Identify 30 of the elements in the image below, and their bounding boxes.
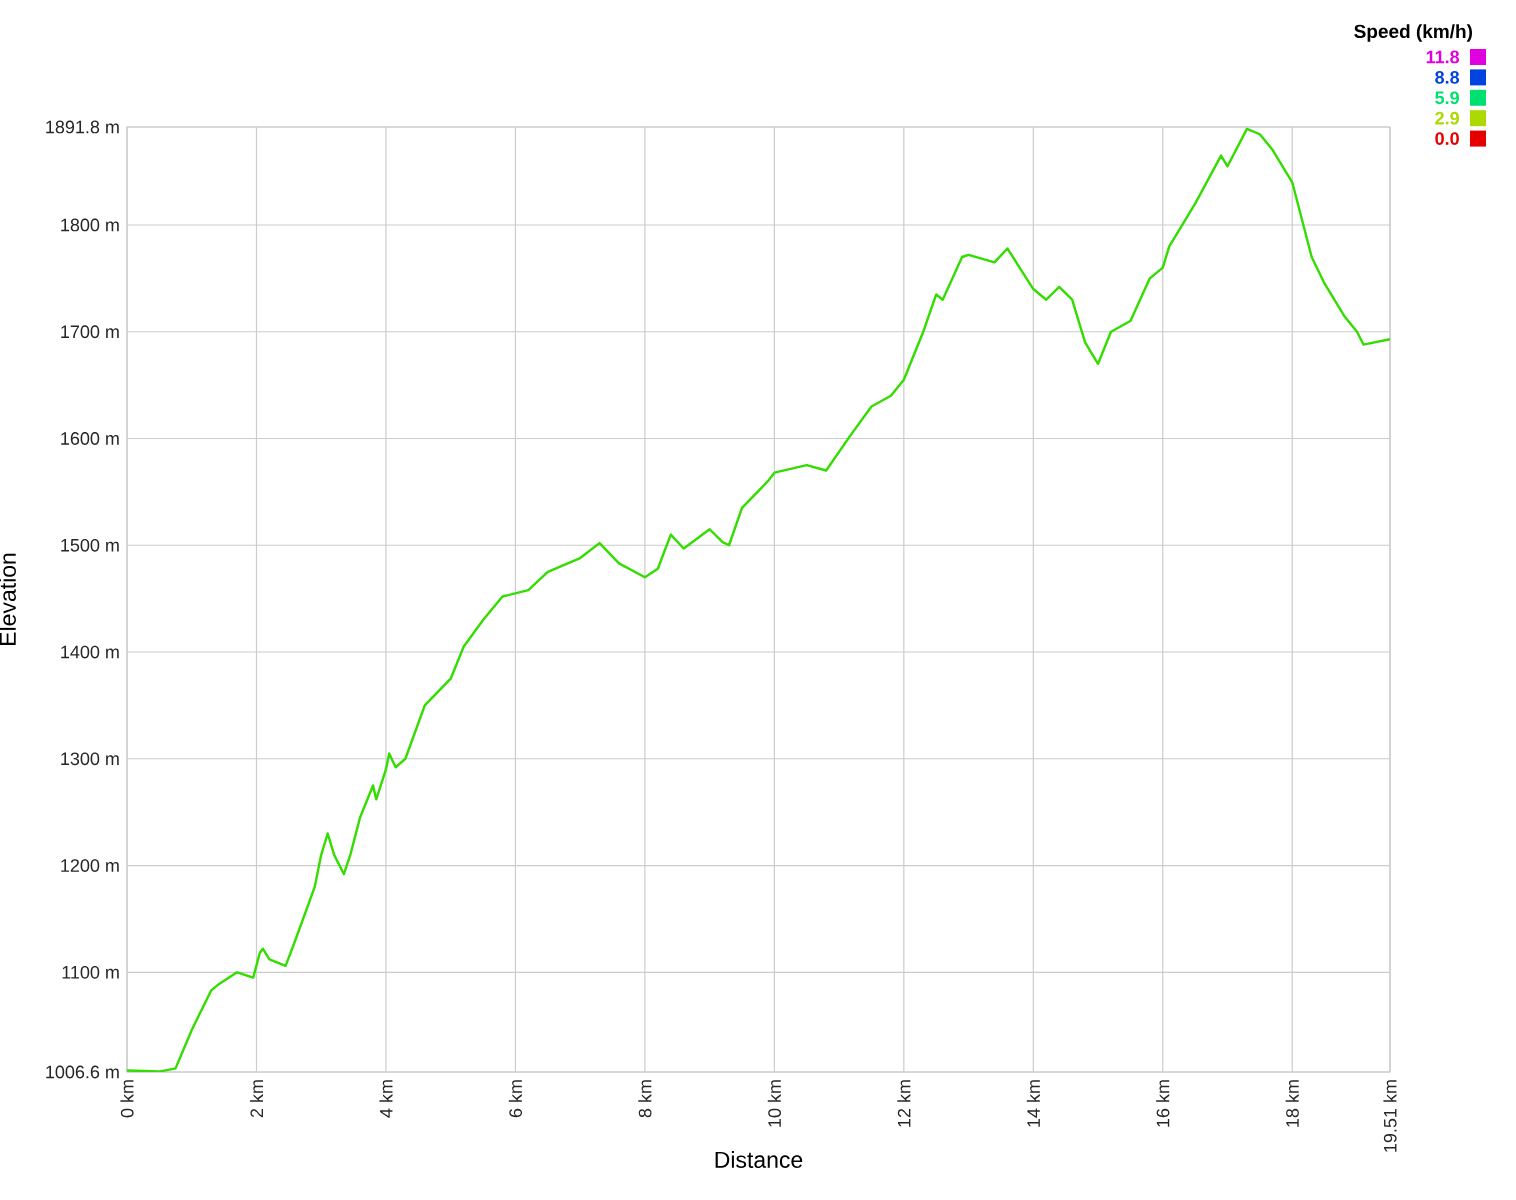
x-tick-label: 2 km: [249, 1080, 263, 1118]
y-tick-label: 1891.8 m: [46, 120, 119, 134]
x-tick-label: 0 km: [120, 1080, 134, 1118]
y-tick-label: 1200 m: [61, 859, 119, 872]
y-tick-label: 1006.6 m: [46, 1065, 119, 1079]
y-tick-label: 1500 m: [61, 538, 119, 552]
y-tick-label: 1600 m: [61, 432, 119, 445]
line-series: [127, 127, 1391, 1072]
color-bar-label: 11.8: [1426, 50, 1460, 64]
y-tick-label: 1700 m: [61, 325, 119, 339]
color-bar-label: 8.8: [1435, 71, 1460, 84]
x-tick-label: 19.51 km: [1383, 1080, 1397, 1152]
x-tick-label: 10 km: [767, 1080, 781, 1127]
y-axis-title: Elevation: [0, 553, 16, 645]
x-tick-label: 4 km: [379, 1080, 393, 1118]
color-bar-label: 5.9: [1435, 91, 1459, 105]
y-tick-label: 1800 m: [61, 218, 119, 232]
x-tick-label: 6 km: [508, 1080, 523, 1118]
x-tick-label: 14 km: [1026, 1080, 1040, 1127]
x-tick-label: 8 km: [638, 1080, 652, 1118]
y-tick-label: 1300 m: [61, 752, 119, 766]
x-tick-label: 12 km: [897, 1080, 911, 1127]
x-tick-label: 18 km: [1285, 1080, 1299, 1127]
x-tick-label: 16 km: [1156, 1080, 1170, 1127]
color-bar-label: 0.0: [1435, 132, 1459, 145]
y-tick-label: 1400 m: [61, 645, 119, 659]
y-tick-label: 1100 m: [62, 965, 119, 979]
color-bar-label: 2.9: [1435, 111, 1459, 125]
x-axis-title: Distance: [715, 1151, 803, 1168]
color-bar-title: Speed (km/h): [1354, 24, 1472, 42]
